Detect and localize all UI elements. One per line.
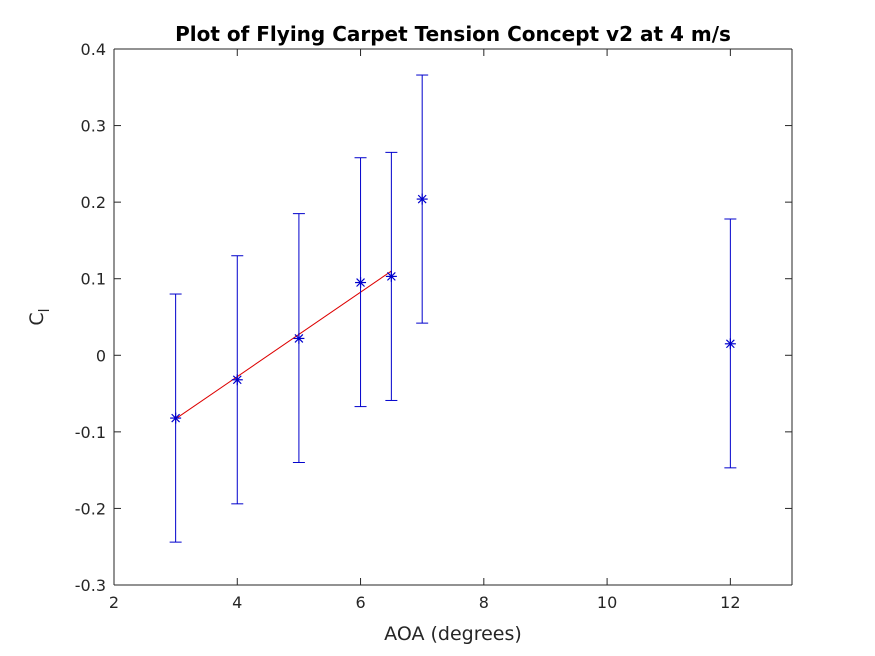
y-tick-label: -0.1 [75,423,106,442]
x-tick-label: 8 [479,593,489,612]
data-point [416,74,429,324]
chart-title: Plot of Flying Carpet Tension Concept v2… [175,22,731,46]
data-point [231,255,244,505]
asterisk-marker [355,277,367,289]
y-tick-label: -0.3 [75,576,106,595]
data-point [169,293,182,543]
marker-stroke [171,413,181,423]
y-axis-label-main: C [26,312,48,325]
asterisk-marker [293,332,305,344]
y-axis-label: Cl [26,308,53,325]
asterisk-marker [385,270,397,282]
plot-area [114,49,792,585]
marker-stroke [386,272,396,281]
x-axis-label: AOA (degrees) [384,623,522,645]
y-tick-label: 0.2 [81,193,106,212]
data-point [292,213,305,463]
x-tick-label: 6 [355,593,365,612]
fit-line [175,270,392,420]
svg-text:Cl: Cl [26,308,53,325]
y-tick-label: 0.3 [81,117,106,136]
y-tick-label: -0.2 [75,499,106,518]
x-tick-label: 4 [232,593,242,612]
x-tick-label: 10 [597,593,617,612]
marker-stroke [417,194,427,204]
data-point [354,157,367,408]
x-tick-label: 2 [109,593,119,612]
x-tick-label: 12 [720,593,740,612]
marker-stroke [232,375,242,385]
marker-stroke [356,278,365,287]
y-axis-label-subscript: l [37,308,53,312]
data-point [385,151,398,401]
asterisk-marker [416,193,428,205]
y-tick-label: 0.4 [81,40,106,59]
y-tick-label: 0 [96,346,106,365]
asterisk-marker [170,412,182,424]
axes-layer: 2 4 6 8 10 12 -0.3 -0.2 -0.1 0 0.1 0.2 0.3 0.4 [75,40,793,612]
data-layer [169,74,737,543]
fit-layer [175,270,392,420]
marker-stroke [725,339,735,349]
y-tick-label: 0.1 [81,270,106,289]
data-point [724,218,737,469]
marker-stroke [294,334,304,343]
asterisk-marker [724,338,736,350]
asterisk-marker [231,374,243,386]
